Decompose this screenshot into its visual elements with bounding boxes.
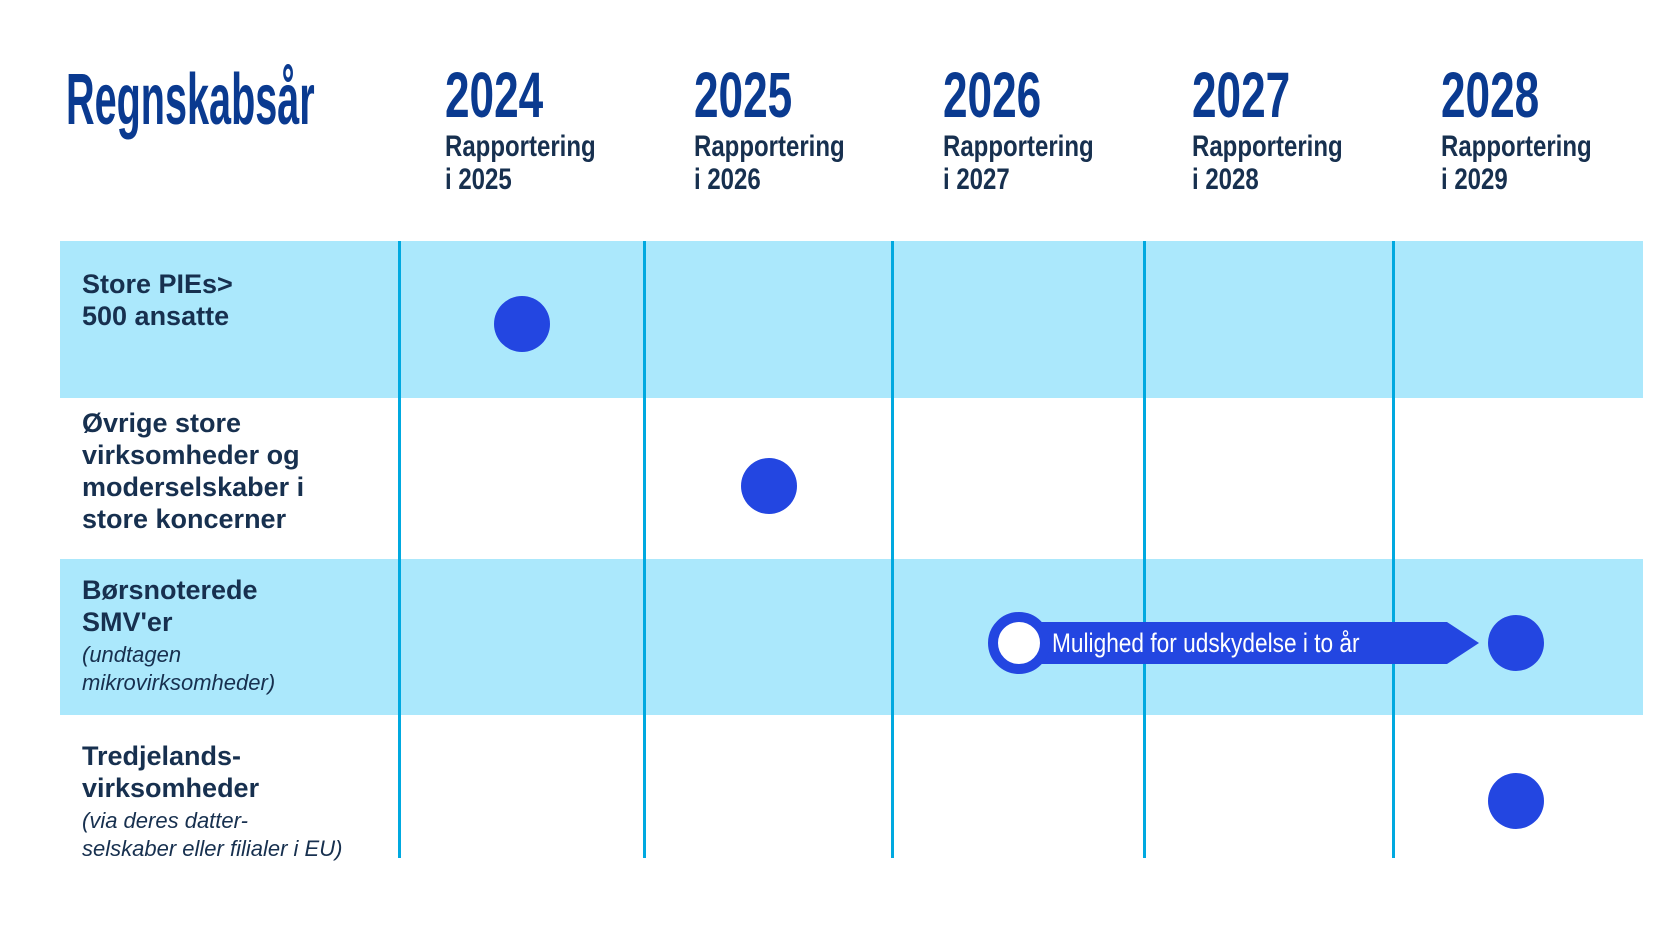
column-reporting-label: Rapportering i 2028 (1192, 130, 1343, 196)
grid-line-2026 (891, 241, 894, 858)
column-year: 2024 (445, 59, 544, 131)
row-band-store-pies (60, 241, 1643, 398)
deferral-arrow: Mulighed for udskydelse i to år (1010, 622, 1479, 664)
milestone-dot-store-pies-2024 (494, 296, 550, 352)
milestone-dot-ovrige-store-2025 (741, 458, 797, 514)
row-band-ovrige-store (60, 398, 1643, 559)
column-year: 2028 (1441, 59, 1540, 131)
grid-line-2027 (1143, 241, 1146, 858)
row-label-text: Tredjelands- virksomheder (82, 741, 260, 803)
row-label-text: Store PIEs> 500 ansatte (82, 269, 233, 331)
column-year: 2025 (694, 59, 793, 131)
grid-line-2024 (398, 241, 401, 858)
milestone-dot-borsnoterede-smv-2028 (1488, 615, 1544, 671)
column-reporting-label: Rapportering i 2025 (445, 130, 596, 196)
page-title: Regnskabsår (66, 60, 315, 140)
row-band-tredjelands (60, 715, 1643, 858)
timeline-grid: Store PIEs> 500 ansatte Øvrige store vir… (60, 241, 1643, 861)
column-reporting-label: Rapportering i 2027 (943, 130, 1094, 196)
column-year: 2026 (943, 59, 1042, 131)
row-label-borsnoterede-smv: Børsnoterede SMV'er (undtagen mikrovirks… (82, 574, 392, 697)
grid-line-2025 (643, 241, 646, 858)
row-label-store-pies: Store PIEs> 500 ansatte (82, 268, 392, 332)
row-label-note: (via deres datter- selskaber eller filia… (82, 808, 343, 861)
milestone-dot-tredjelands-2028 (1488, 773, 1544, 829)
row-label-text: Øvrige store virksomheder og moderselska… (82, 408, 305, 534)
deferral-arrow-label: Mulighed for udskydelse i to år (1052, 627, 1360, 658)
column-year: 2027 (1192, 59, 1291, 131)
column-reporting-label: Rapportering i 2029 (1441, 130, 1592, 196)
row-label-tredjelands: Tredjelands- virksomheder (via deres dat… (82, 740, 392, 863)
grid-line-2028 (1392, 241, 1395, 858)
column-reporting-label: Rapportering i 2026 (694, 130, 845, 196)
row-label-text: Børsnoterede SMV'er (82, 575, 258, 637)
row-label-ovrige-store: Øvrige store virksomheder og moderselska… (82, 407, 392, 535)
row-label-note: (undtagen mikrovirksomheder) (82, 642, 276, 695)
deferral-start-circle-2026 (988, 612, 1050, 674)
